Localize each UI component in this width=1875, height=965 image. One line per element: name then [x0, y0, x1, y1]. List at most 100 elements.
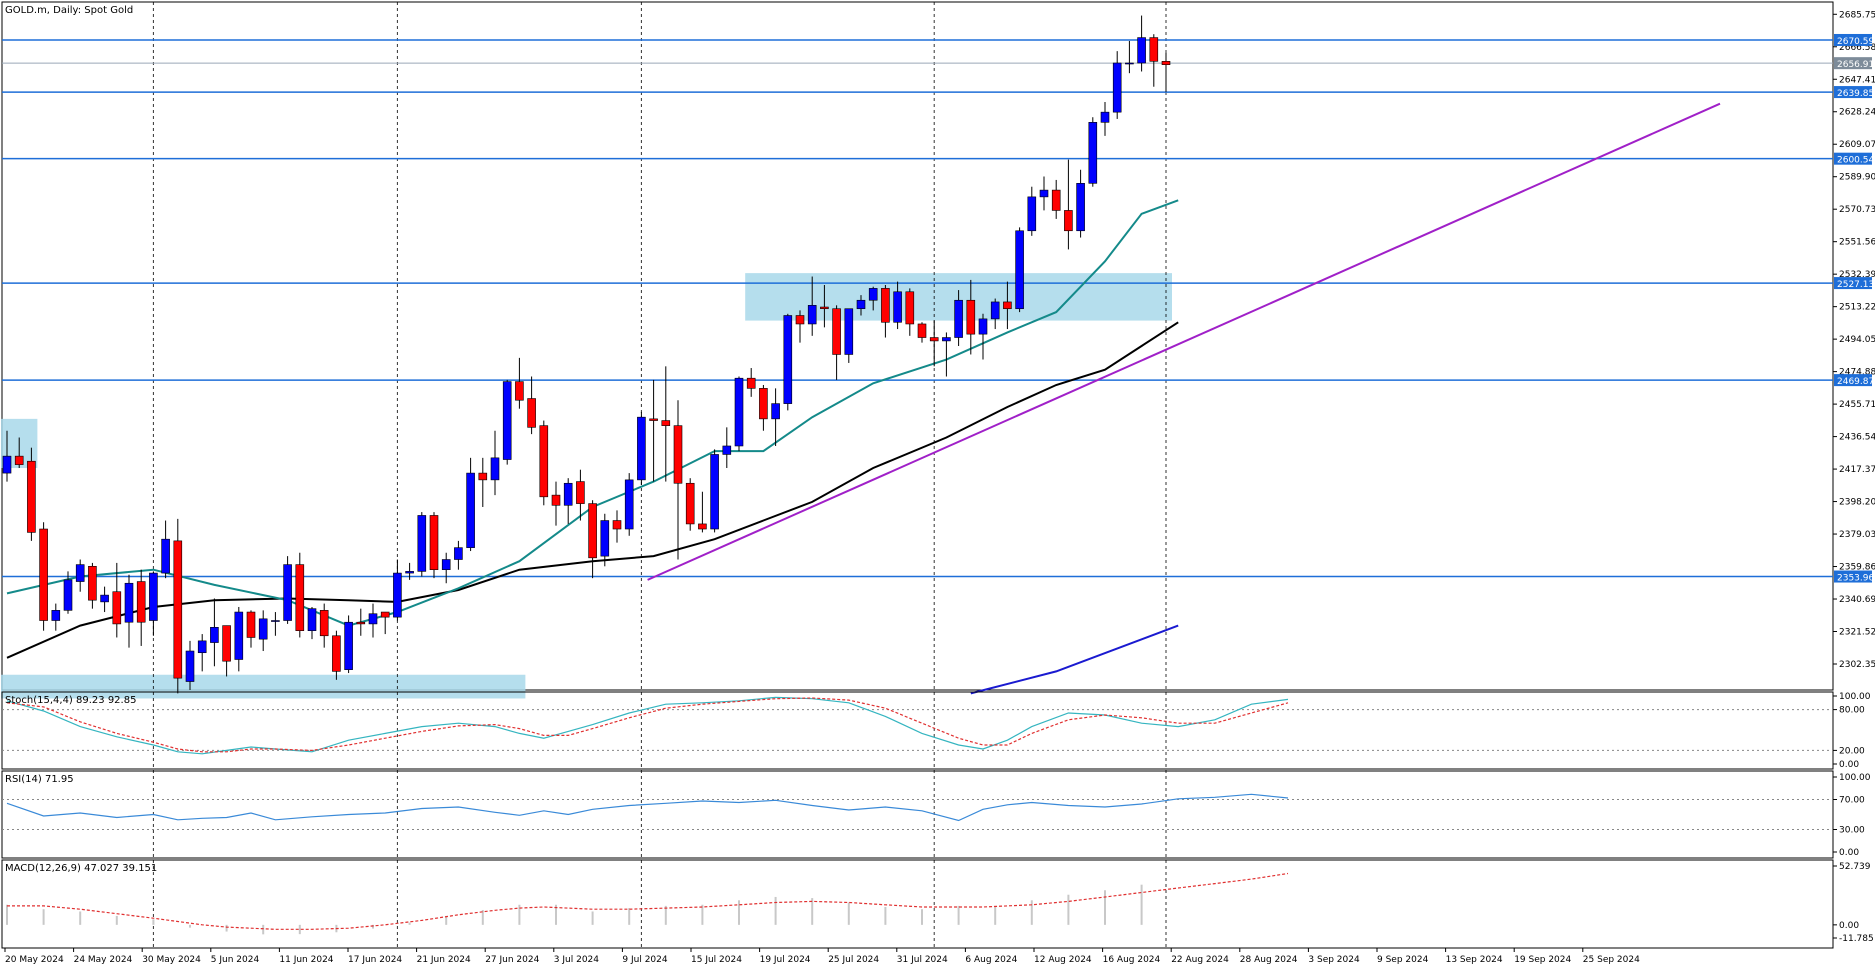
main-price-panel[interactable]: GOLD.m, Daily: Spot Gold — [1, 1, 1834, 948]
level-price-tag — [1834, 570, 1872, 583]
rsi-tick-label: 30.00 — [1839, 826, 1865, 836]
rsi-line — [6, 793, 1289, 822]
bull-candle — [124, 582, 134, 623]
date-tick-label: 5 Jun 2024 — [211, 955, 260, 965]
bull-candle — [624, 479, 634, 530]
bull-candle — [807, 305, 817, 325]
stoch-signal-line — [6, 697, 1289, 753]
rsi-label: RSI(14) 71.95 — [5, 774, 74, 785]
level-price-label: 2639.85 — [1837, 89, 1874, 99]
indicator-axes: 100.00 80.00 20.00 0.00 100.00 70.00 30.00 0.00… — [1833, 692, 1874, 944]
bull-candle — [1088, 122, 1098, 184]
stoch-panel-frame — [1, 691, 1834, 770]
bull-candle — [393, 572, 402, 618]
bull-candle — [405, 571, 414, 574]
bear-candle — [795, 315, 805, 325]
stoch-tick-label: 80.00 — [1839, 706, 1865, 716]
bear-candle — [759, 388, 768, 420]
bull-candle — [283, 564, 292, 621]
bull-candle — [710, 454, 719, 530]
price-tick-label: 2321.52 — [1839, 628, 1875, 638]
bull-candle — [63, 579, 73, 611]
bear-candle — [39, 528, 48, 621]
date-tick-label: 3 Jul 2024 — [554, 955, 599, 965]
bull-candle — [942, 337, 951, 342]
date-tick-label: 21 Jun 2024 — [417, 955, 471, 965]
bull-candle — [1015, 230, 1024, 310]
bull-candle — [563, 482, 573, 506]
bear-candle — [746, 377, 756, 389]
bull-candle — [2, 455, 12, 474]
price-tick-label: 2609.07 — [1839, 140, 1875, 150]
bear-candle — [173, 540, 183, 679]
bull-candle — [417, 515, 427, 572]
moving-averages — [6, 199, 1179, 695]
level-price-tag — [1834, 374, 1872, 387]
bull-candle — [978, 318, 988, 335]
bull-candle — [844, 308, 854, 355]
support-resistance-zone — [1, 674, 526, 699]
bull-candle — [722, 445, 732, 455]
bull-candle — [1027, 196, 1037, 232]
date-tick-label: 30 May 2024 — [142, 955, 201, 965]
bear-candle — [881, 288, 890, 323]
bear-candle — [356, 621, 366, 625]
main-panel-frame — [1, 1, 1834, 691]
bull-candle — [197, 640, 207, 654]
level-price-label: 2600.54 — [1837, 156, 1874, 166]
price-tick-label: 2628.24 — [1839, 108, 1875, 118]
bull-candle — [466, 472, 475, 548]
macd-panel-frame — [1, 859, 1834, 949]
bear-candle — [1064, 210, 1073, 232]
date-tick-label: 19 Jul 2024 — [760, 955, 811, 965]
date-tick-label: 9 Jul 2024 — [622, 955, 667, 965]
bear-candle — [661, 420, 671, 426]
bull-candle — [1076, 183, 1085, 232]
ma-long-line — [970, 624, 1179, 695]
rsi-panel-frame — [1, 770, 1834, 859]
macd-tick-label: 52.739 — [1839, 862, 1871, 872]
bull-candle — [637, 416, 646, 481]
bear-candle — [112, 591, 122, 625]
bull-candle — [868, 288, 878, 301]
bear-candle — [917, 323, 927, 338]
rsi-tick-label: 70.00 — [1839, 796, 1865, 806]
date-tick-label: 3 Sep 2024 — [1308, 955, 1360, 965]
macd-tick-label: -11.785 — [1839, 934, 1874, 944]
bear-candle — [14, 455, 24, 465]
bear-candle — [832, 308, 841, 355]
bull-candle — [454, 547, 463, 560]
date-tick-label: 9 Sep 2024 — [1377, 955, 1429, 965]
bear-candle — [332, 635, 341, 672]
level-price-tag — [1834, 277, 1872, 290]
stoch-panel[interactable]: Stoch(15,4,4) 89.23 92.85 — [1, 691, 1834, 770]
date-tick-label: 12 Aug 2024 — [1034, 955, 1092, 965]
bear-candle — [222, 625, 231, 662]
symbol-label: GOLD.m, Daily: Spot Gold — [5, 5, 133, 16]
bull-candle — [149, 572, 158, 621]
bear-candle — [539, 425, 549, 498]
date-tick-label: 15 Jul 2024 — [691, 955, 742, 965]
rsi-panel[interactable]: RSI(14) 71.95 — [1, 770, 1834, 859]
macd-panel[interactable]: MACD(12,26,9) 47.027 39.151 — [1, 859, 1834, 949]
bull-candle — [258, 618, 268, 640]
price-tick-label: 2551.56 — [1839, 238, 1875, 248]
price-tick-label: 2302.35 — [1839, 660, 1875, 670]
bull-candle — [51, 610, 61, 621]
trendline[interactable] — [647, 102, 1721, 581]
trendline-layer[interactable] — [647, 102, 1721, 581]
horizontal-levels[interactable] — [2, 39, 1833, 578]
bull-candle — [307, 608, 317, 631]
bull-candle — [893, 291, 902, 323]
date-tick-label: 16 Aug 2024 — [1103, 955, 1161, 965]
stoch-tick-label: 0.00 — [1839, 760, 1859, 770]
bear-candle — [551, 494, 561, 506]
bull-candle — [502, 381, 512, 460]
price-tick-label: 2570.73 — [1839, 205, 1875, 215]
bear-candle — [612, 520, 622, 530]
bear-candle — [478, 472, 488, 481]
date-tick-label: 13 Sep 2024 — [1446, 955, 1503, 965]
level-price-tag — [1834, 152, 1872, 165]
